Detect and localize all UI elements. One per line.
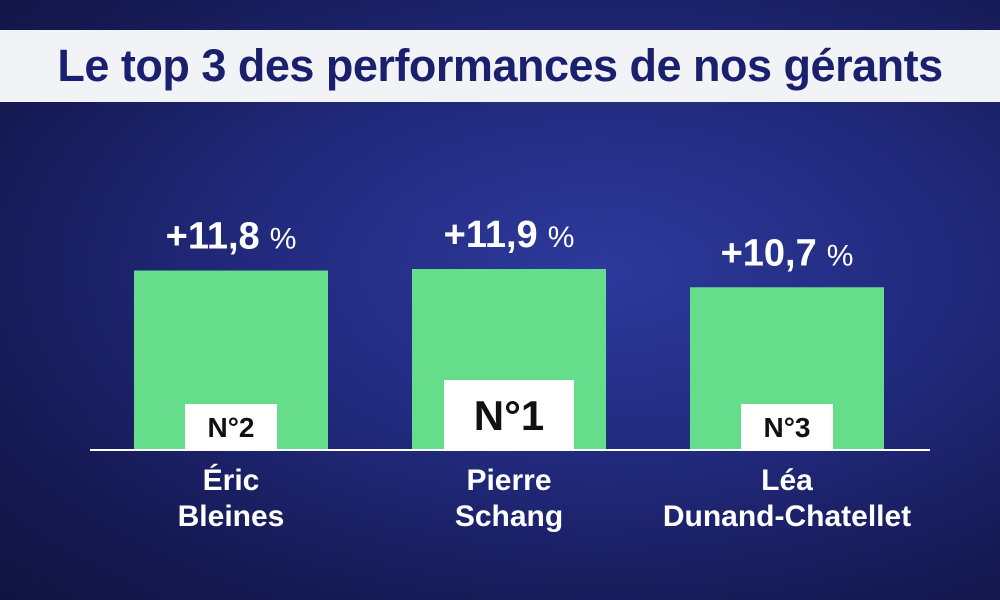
value-label-3: +10,7% [721,232,854,274]
rank-badge-2 [444,380,574,450]
title-banner: Le top 3 des performances de nos gérants [0,30,1000,102]
category-label-1: Éric Bleines [178,463,285,533]
value-label-1: +11,8% [166,216,297,258]
rank-label-1: N°2 [208,412,255,443]
rank-label-2: N°1 [474,392,545,439]
category-label-3: Léa Dunand-Chatellet [663,464,911,533]
rank-badge-1 [185,404,277,450]
rank-badge-3 [741,404,833,450]
value-label-2: +11,9% [444,214,575,256]
category-label-2: Pierre Schang [455,464,563,533]
rank-label-3: N°3 [764,412,811,443]
chart-title: Le top 3 des performances de nos gérants [57,40,943,91]
